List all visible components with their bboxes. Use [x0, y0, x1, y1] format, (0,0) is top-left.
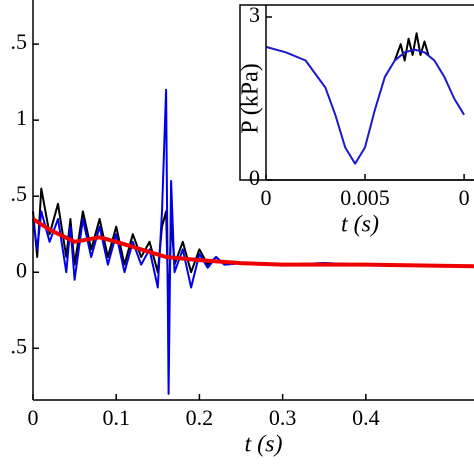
y-tick-label: .5 — [11, 29, 28, 54]
x-tick-label: 0 — [459, 185, 470, 210]
y-tick-label: .5 — [11, 181, 28, 206]
series-line — [393, 32, 430, 62]
x-tick-label: 0.3 — [269, 405, 297, 430]
x-tick-label: 0.005 — [340, 185, 390, 210]
series-line — [32, 187, 474, 319]
series-line — [31, 217, 474, 269]
x-tick-label: 0 — [28, 405, 39, 430]
y-tick-label: 3 — [249, 2, 260, 27]
x-axis-label: t (s) — [341, 212, 379, 238]
series-line — [265, 45, 465, 165]
x-tick-label: 0.2 — [186, 405, 214, 430]
y-tick-label: .5 — [11, 333, 28, 358]
inset-background — [239, 4, 474, 181]
x-axis-label: t (s) — [245, 432, 283, 458]
x-tick-label: 0.4 — [352, 405, 380, 430]
y-tick-label: 1 — [16, 105, 27, 130]
x-tick-label: 0.1 — [102, 405, 130, 430]
y-tick-label: 0 — [249, 165, 260, 190]
y-axis-label: P (kPa) — [238, 63, 264, 133]
y-tick-label: 0 — [16, 257, 27, 282]
x-tick-label: 0 — [261, 185, 272, 210]
